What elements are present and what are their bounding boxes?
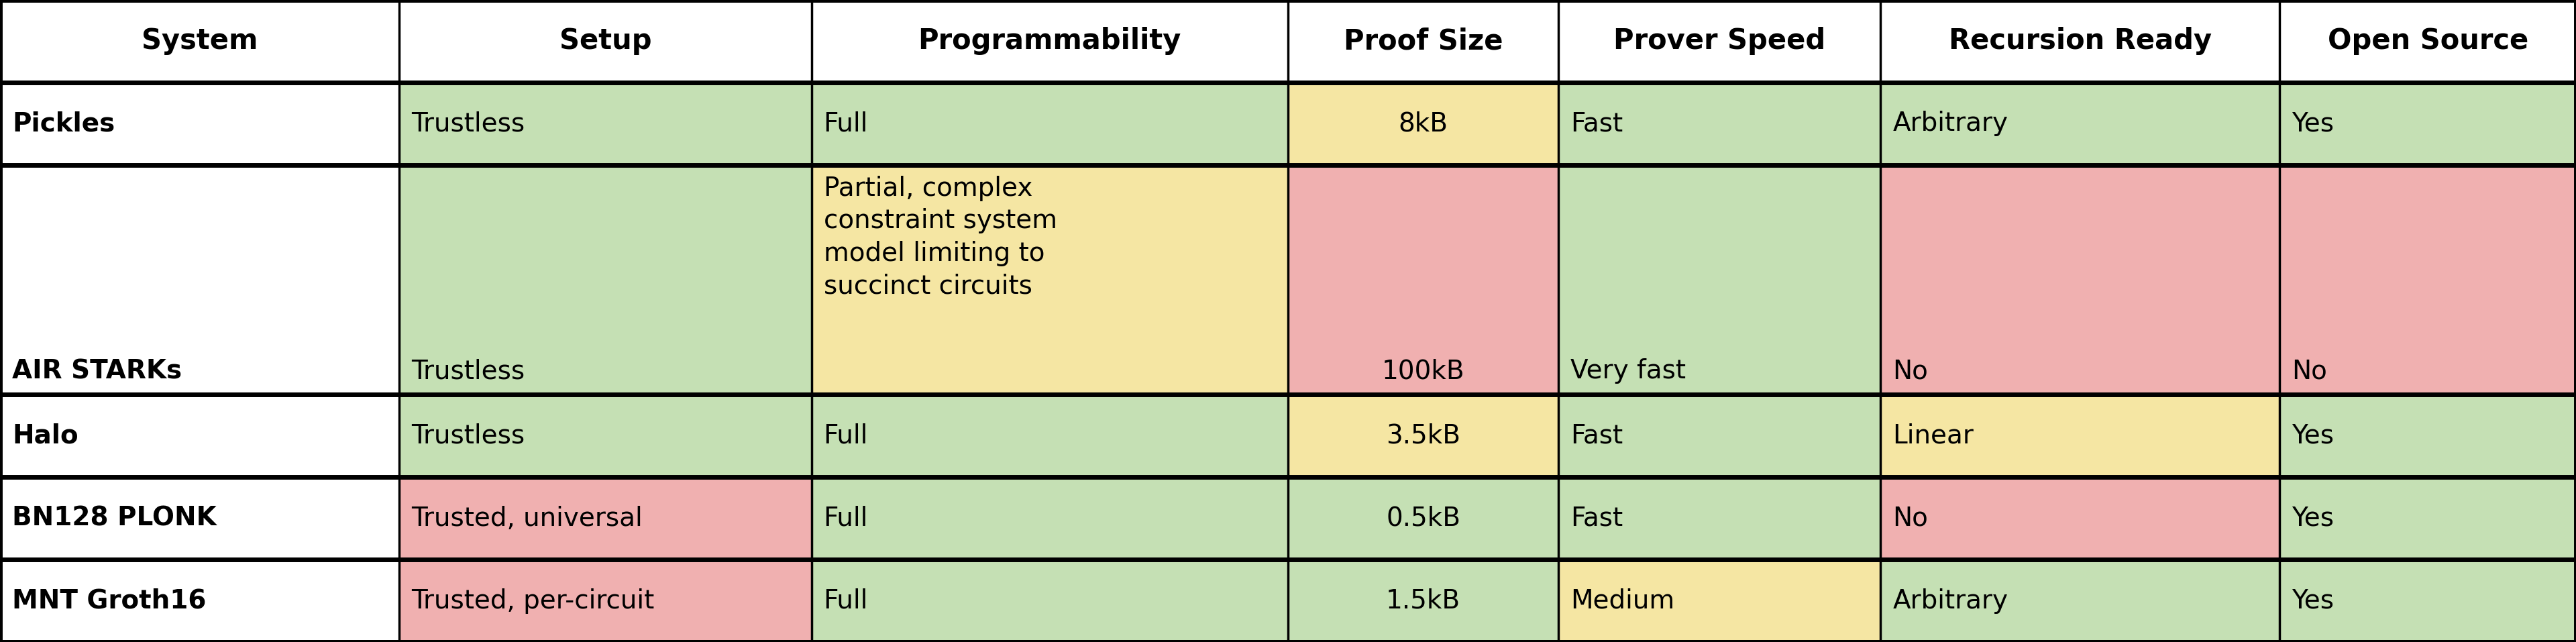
Bar <box>1880 560 2280 642</box>
Text: MNT Groth16: MNT Groth16 <box>13 588 206 614</box>
Text: Very fast: Very fast <box>1571 358 1685 384</box>
Text: No: No <box>1893 505 1927 531</box>
Bar <box>1558 82 1880 165</box>
Text: Fast: Fast <box>1571 505 1623 531</box>
Bar <box>1288 560 1558 642</box>
Bar <box>1288 82 1558 165</box>
Text: No: No <box>1893 358 1927 384</box>
Text: 100kB: 100kB <box>1381 358 1466 384</box>
Bar <box>1288 477 1558 560</box>
Text: Full: Full <box>824 588 868 614</box>
Text: Prover Speed: Prover Speed <box>1613 27 1826 55</box>
Bar <box>811 165 1288 395</box>
Text: Full: Full <box>824 505 868 531</box>
Bar <box>1558 165 1880 395</box>
Text: AIR STARKs: AIR STARKs <box>13 358 183 384</box>
Text: Partial, complex
constraint system
model limiting to
succinct circuits: Partial, complex constraint system model… <box>824 176 1056 299</box>
Bar <box>1558 395 1880 477</box>
Bar <box>0 477 399 560</box>
Bar <box>1288 0 1558 82</box>
Bar <box>811 560 1288 642</box>
Text: 0.5kB: 0.5kB <box>1386 505 1461 531</box>
Bar <box>2280 82 2576 165</box>
Bar <box>399 560 811 642</box>
Bar <box>811 395 1288 477</box>
Bar <box>0 0 399 82</box>
Text: Fast: Fast <box>1571 423 1623 449</box>
Text: Yes: Yes <box>2293 111 2334 137</box>
Text: Proof Size: Proof Size <box>1345 27 1502 55</box>
Text: Programmability: Programmability <box>917 27 1182 55</box>
Text: Open Source: Open Source <box>2329 27 2527 55</box>
Text: Recursion Ready: Recursion Ready <box>1947 27 2213 55</box>
Text: Pickles: Pickles <box>13 111 116 137</box>
Text: Yes: Yes <box>2293 588 2334 614</box>
Text: 8kB: 8kB <box>1399 111 1448 137</box>
Bar <box>399 0 811 82</box>
Bar <box>399 477 811 560</box>
Text: Arbitrary: Arbitrary <box>1893 111 2007 137</box>
Text: Halo: Halo <box>13 423 77 449</box>
Bar <box>1880 477 2280 560</box>
Text: Linear: Linear <box>1893 423 1973 449</box>
Bar <box>811 82 1288 165</box>
Bar <box>1880 82 2280 165</box>
Bar <box>2280 165 2576 395</box>
Bar <box>1880 0 2280 82</box>
Text: Full: Full <box>824 111 868 137</box>
Bar <box>399 82 811 165</box>
Bar <box>0 560 399 642</box>
Bar <box>811 477 1288 560</box>
Text: BN128 PLONK: BN128 PLONK <box>13 505 216 531</box>
Text: Trusted, per-circuit: Trusted, per-circuit <box>412 588 654 614</box>
Bar <box>0 165 399 395</box>
Bar <box>1558 477 1880 560</box>
Bar <box>399 395 811 477</box>
Text: Arbitrary: Arbitrary <box>1893 588 2007 614</box>
Bar <box>2280 0 2576 82</box>
Bar <box>1288 165 1558 395</box>
Bar <box>1288 395 1558 477</box>
Bar <box>2280 560 2576 642</box>
Text: Setup: Setup <box>559 27 652 55</box>
Text: Yes: Yes <box>2293 505 2334 531</box>
Text: 1.5kB: 1.5kB <box>1386 588 1461 614</box>
Text: Yes: Yes <box>2293 423 2334 449</box>
Bar <box>2280 395 2576 477</box>
Bar <box>399 165 811 395</box>
Bar <box>1880 165 2280 395</box>
Text: Fast: Fast <box>1571 111 1623 137</box>
Text: Trustless: Trustless <box>412 111 526 137</box>
Bar <box>1880 395 2280 477</box>
Text: Trustless: Trustless <box>412 423 526 449</box>
Text: System: System <box>142 27 258 55</box>
Text: 3.5kB: 3.5kB <box>1386 423 1461 449</box>
Text: Medium: Medium <box>1571 588 1674 614</box>
Bar <box>811 0 1288 82</box>
Bar <box>0 82 399 165</box>
Bar <box>1558 0 1880 82</box>
Bar <box>2280 477 2576 560</box>
Text: Full: Full <box>824 423 868 449</box>
Bar <box>1558 560 1880 642</box>
Bar <box>0 395 399 477</box>
Text: No: No <box>2293 358 2326 384</box>
Text: Trusted, universal: Trusted, universal <box>412 505 641 531</box>
Text: Trustless: Trustless <box>412 358 526 384</box>
